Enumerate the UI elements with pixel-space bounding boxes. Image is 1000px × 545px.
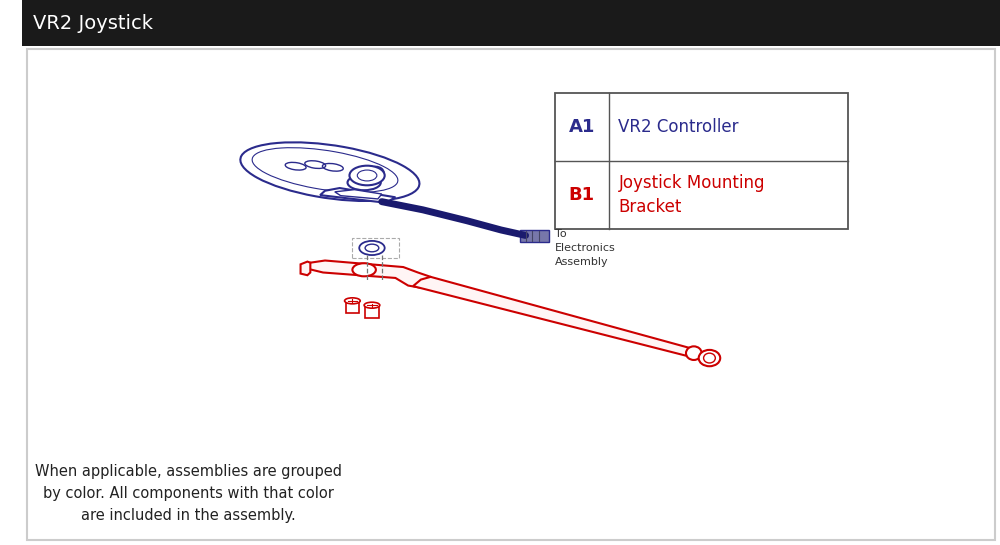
Ellipse shape: [686, 347, 702, 360]
Circle shape: [349, 166, 385, 185]
Polygon shape: [320, 188, 395, 203]
Polygon shape: [335, 190, 382, 199]
Circle shape: [365, 244, 379, 252]
Ellipse shape: [704, 353, 715, 363]
Ellipse shape: [348, 175, 381, 190]
Text: VR2 Joystick: VR2 Joystick: [33, 14, 153, 33]
FancyBboxPatch shape: [346, 300, 359, 313]
Text: B1: B1: [569, 186, 595, 204]
Text: When applicable, assemblies are grouped
by color. All components with that color: When applicable, assemblies are grouped …: [35, 464, 342, 523]
FancyBboxPatch shape: [555, 93, 848, 229]
Polygon shape: [413, 277, 697, 356]
Ellipse shape: [345, 298, 360, 304]
Ellipse shape: [699, 350, 720, 366]
Polygon shape: [307, 261, 433, 288]
Ellipse shape: [368, 167, 384, 179]
Circle shape: [359, 241, 385, 255]
Text: VR2 Controller: VR2 Controller: [618, 118, 739, 136]
Circle shape: [357, 170, 377, 181]
Text: A1: A1: [569, 118, 595, 136]
Circle shape: [352, 263, 376, 276]
Text: Joystick Mounting
Bracket: Joystick Mounting Bracket: [618, 174, 765, 216]
FancyBboxPatch shape: [22, 0, 1000, 46]
Text: To
Electronics
Assembly: To Electronics Assembly: [555, 229, 616, 267]
Polygon shape: [301, 262, 310, 275]
Ellipse shape: [364, 302, 380, 308]
FancyBboxPatch shape: [520, 230, 549, 242]
Ellipse shape: [240, 142, 419, 201]
FancyBboxPatch shape: [365, 305, 379, 318]
